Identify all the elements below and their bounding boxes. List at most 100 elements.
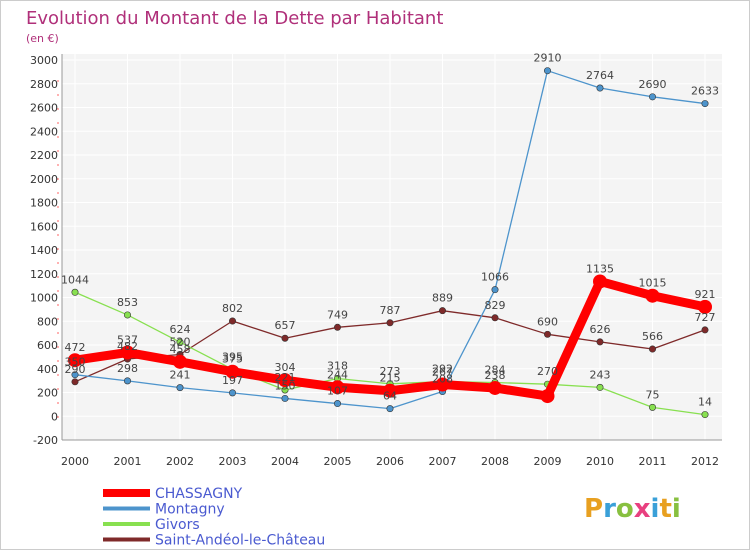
data-label: 304 [275, 361, 296, 374]
legend-label: Montagny [155, 502, 225, 518]
y-tick-label: 400 [37, 363, 58, 376]
data-label: 350 [65, 356, 86, 369]
x-tick-label: 2012 [691, 455, 719, 468]
data-label: 64 [383, 390, 397, 403]
x-tick-label: 2007 [429, 455, 457, 468]
y-tick-label: 0 [51, 410, 58, 423]
data-label: 458 [170, 343, 191, 356]
legend-label: Givors [155, 517, 200, 533]
data-point [701, 326, 709, 334]
data-point [491, 314, 499, 322]
data-point [281, 394, 289, 402]
data-point [333, 400, 341, 408]
x-tick-label: 2009 [534, 455, 562, 468]
plot-area [62, 54, 722, 440]
data-label: 215 [380, 372, 401, 385]
x-tick-label: 2001 [114, 455, 142, 468]
data-label: 482 [117, 340, 138, 353]
data-point [71, 378, 79, 386]
data-label: 14 [698, 396, 712, 409]
data-point [383, 383, 397, 398]
data-label: 626 [590, 323, 611, 336]
x-tick-label: 2008 [481, 455, 509, 468]
data-point [124, 377, 132, 385]
data-label: 290 [65, 363, 86, 376]
y-tick-label: 1600 [30, 220, 58, 233]
data-label: 624 [170, 323, 191, 336]
y-tick-label: 2000 [30, 173, 58, 186]
data-point [596, 338, 604, 346]
legend-label: Saint-Andéol-le-Château [155, 533, 325, 549]
x-tick-label: 2002 [166, 455, 194, 468]
data-point [71, 371, 79, 379]
data-point [543, 330, 551, 338]
proxiti-logo: Proxiti [584, 494, 681, 524]
data-label: 395 [222, 350, 243, 363]
x-axis: 2000 2001 2002 2003 2004 2005 2006 2007 2008 2009… [61, 455, 719, 468]
data-label: 1044 [61, 273, 89, 286]
data-point [278, 373, 292, 388]
data-point [176, 338, 184, 346]
data-point [229, 317, 237, 325]
data-point [648, 93, 656, 101]
data-point [645, 288, 660, 303]
data-label: 520 [170, 336, 191, 349]
data-label: 241 [170, 369, 191, 382]
data-point [648, 345, 656, 353]
data-label: 2764 [586, 69, 614, 82]
data-point [438, 307, 446, 315]
data-label: 284 [485, 364, 506, 377]
data-point [173, 354, 187, 369]
data-label: 889 [432, 292, 453, 305]
data-point [698, 299, 712, 314]
x-tick-label: 2003 [219, 455, 247, 468]
data-label: 1135 [586, 262, 614, 275]
y-tick-label: 2400 [30, 125, 58, 138]
data-point [229, 389, 237, 397]
data-label: 107 [327, 385, 348, 398]
data-label: 657 [275, 319, 296, 332]
data-label: 802 [222, 302, 243, 315]
data-label: 273 [380, 365, 401, 378]
data-point [596, 383, 604, 391]
data-label: 853 [117, 296, 138, 309]
data-label: 298 [117, 362, 138, 375]
data-point [435, 377, 450, 392]
data-label: 244 [327, 368, 348, 381]
data-label: 1066 [481, 271, 509, 284]
data-label: 921 [695, 288, 716, 301]
svg-text:Proxiti: Proxiti [584, 494, 681, 524]
data-point [120, 345, 135, 360]
data-label: 238 [485, 369, 506, 382]
data-point [543, 67, 551, 75]
y-tick-label: 1400 [30, 244, 58, 257]
data-label: 749 [327, 308, 348, 321]
y-tick-label: 1200 [30, 268, 58, 281]
data-point [648, 403, 656, 411]
data-point [488, 380, 502, 395]
x-tick-label: 2006 [376, 455, 404, 468]
x-tick-label: 2011 [639, 455, 667, 468]
data-label: 690 [537, 315, 558, 328]
data-point [491, 286, 499, 294]
legend-label: CHASSAGNY [155, 486, 243, 502]
y-tick-label: 2200 [30, 149, 58, 162]
y-tick-label: 3000 [30, 54, 58, 67]
data-point [540, 389, 555, 404]
x-tick-label: 2010 [586, 455, 614, 468]
data-label: 318 [327, 359, 348, 372]
y-tick-label: 600 [37, 339, 58, 352]
plot-background [62, 54, 722, 440]
data-point [593, 274, 607, 289]
data-label: 150 [275, 379, 296, 392]
data-point [71, 288, 79, 296]
series-1 [71, 67, 709, 413]
y-tick-label: 2600 [30, 102, 58, 115]
y-axis: -200 0 200 400 600 800 1000 1200 1400 1600 1800 200… [30, 54, 722, 447]
chart-subtitle: (en €) [26, 32, 59, 45]
data-label: 243 [590, 368, 611, 381]
x-tick-label: 2005 [324, 455, 352, 468]
data-label: 270 [537, 365, 558, 378]
